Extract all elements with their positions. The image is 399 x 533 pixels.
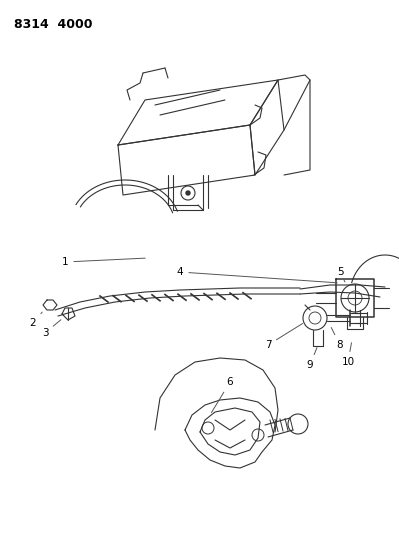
Text: 2: 2 (30, 312, 42, 328)
Text: 6: 6 (211, 377, 233, 413)
Text: 8: 8 (331, 327, 343, 350)
Text: 8314  4000: 8314 4000 (14, 18, 93, 31)
Text: 9: 9 (307, 348, 317, 370)
Circle shape (186, 191, 190, 195)
Text: 4: 4 (177, 267, 337, 283)
Text: 5: 5 (337, 267, 345, 282)
Text: 3: 3 (41, 320, 61, 338)
Text: 10: 10 (342, 343, 355, 367)
Text: 7: 7 (265, 324, 302, 350)
Text: 1: 1 (62, 257, 145, 267)
